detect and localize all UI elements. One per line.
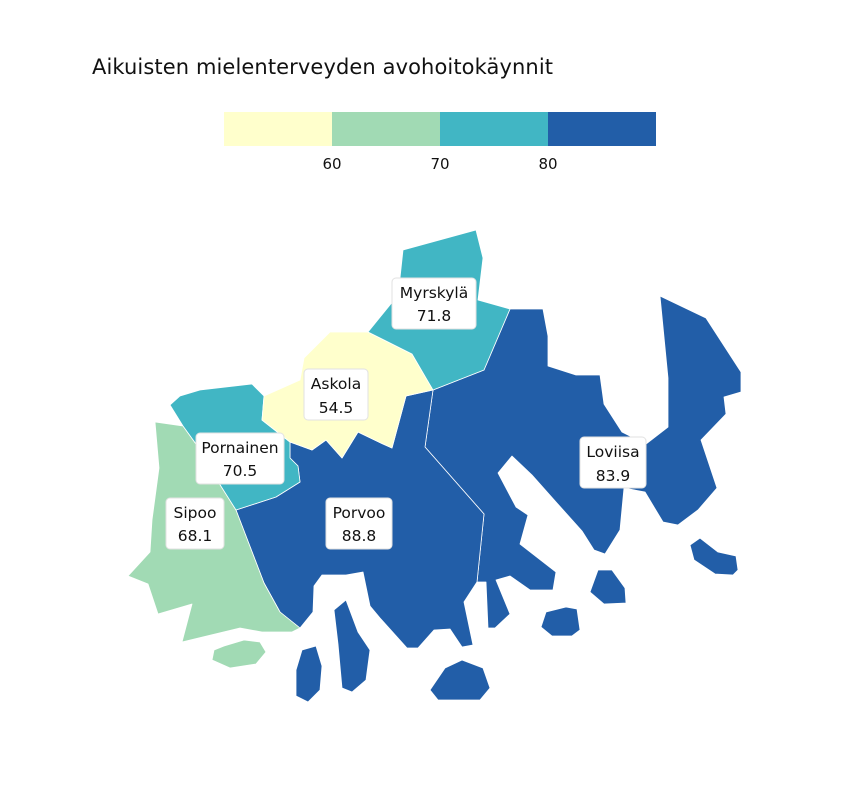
label-loviisa-name: Loviisa [586,443,639,461]
label-askola-value: 54.5 [319,399,354,417]
label-askola: Askola 54.5 [303,368,369,421]
label-pornainen-value: 70.5 [223,462,258,480]
label-sipoo: Sipoo 68.1 [165,497,225,550]
legend-bin-1 [224,112,332,146]
legend-tick-70: 70 [430,155,449,173]
label-myrskyla-value: 71.8 [417,307,452,325]
label-porvoo: Porvoo 88.8 [325,497,393,550]
legend-bin-3 [440,112,548,146]
map-title: Aikuisten mielenterveyden avohoitokäynni… [92,55,554,79]
region-labels: Myrskylä 71.8 Askola 54.5 Pornainen 70.5… [165,277,647,550]
label-loviisa: Loviisa 83.9 [579,436,647,489]
label-pornainen: Pornainen 70.5 [195,432,285,485]
label-porvoo-name: Porvoo [333,504,386,522]
label-myrskyla: Myrskylä 71.8 [391,277,477,330]
legend-bin-4 [548,112,656,146]
label-loviisa-value: 83.9 [596,467,631,485]
label-sipoo-value: 68.1 [178,527,213,545]
legend-tick-60: 60 [322,155,341,173]
label-sipoo-name: Sipoo [174,504,217,522]
legend-tick-80: 80 [538,155,557,173]
label-myrskyla-name: Myrskylä [400,284,468,302]
label-askola-name: Askola [311,375,361,393]
legend-bin-2 [332,112,440,146]
legend: 60 70 80 [224,112,656,173]
label-porvoo-value: 88.8 [342,527,377,545]
label-pornainen-name: Pornainen [201,439,278,457]
